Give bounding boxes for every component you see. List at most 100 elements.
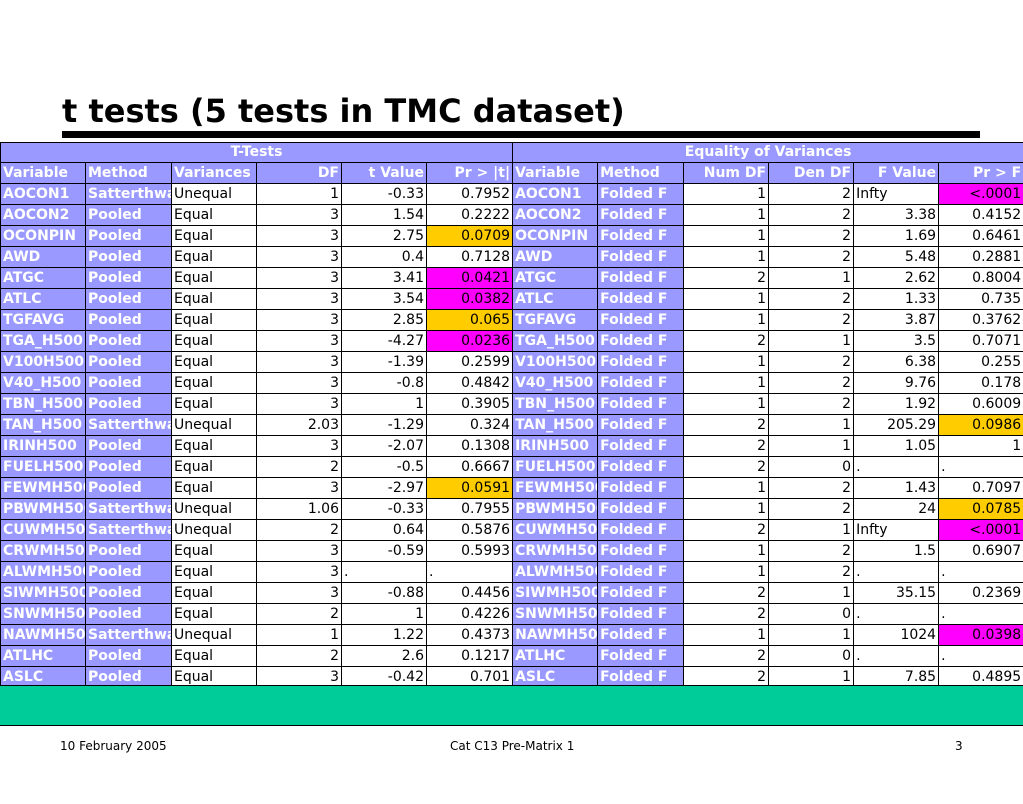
cell-df: 3 [256, 309, 342, 331]
cell-pr-f: 0.8004 [938, 267, 1023, 289]
cell-variable-2: IRINH500 [512, 435, 599, 457]
cell-f-value: . [853, 561, 940, 583]
cell-variable: AWD [0, 246, 86, 268]
cell-f-value: 1.33 [853, 288, 940, 310]
cell-den-df: 1 [768, 435, 855, 457]
cell-t-value: -1.39 [341, 351, 427, 373]
table-row: CUWMH500SatterthwaiteUnequal20.640.5876C… [0, 519, 1023, 541]
footer-band [0, 685, 1023, 726]
cell-df: 1 [256, 624, 342, 646]
cell-f-value: 1.5 [853, 540, 940, 562]
cell-df: 1 [256, 183, 342, 205]
cell-method-2: Folded F [597, 456, 685, 478]
cell-variable-2: V40_H500 [512, 372, 599, 394]
cell-method-2: Folded F [597, 330, 685, 352]
cell-method-2: Folded F [597, 393, 685, 415]
cell-pr-t: 0.7955 [425, 498, 514, 520]
cell-f-value: 3.5 [853, 330, 940, 352]
col-header-variances: Variances [171, 162, 257, 184]
cell-pr-f: . [938, 645, 1023, 667]
col-header-f-value: F Value [853, 162, 940, 184]
cell-variances: Unequal [171, 183, 257, 205]
cell-num-df: 2 [683, 435, 770, 457]
cell-pr-t: 0.0709 [425, 225, 514, 247]
cell-variable: ASLC [0, 666, 86, 688]
cell-t-value: 1 [341, 603, 427, 625]
cell-variable: ATLC [0, 288, 86, 310]
cell-method-2: Folded F [597, 246, 685, 268]
cell-pr-t: 0.4373 [425, 624, 514, 646]
cell-pr-t: 0.0382 [425, 288, 514, 310]
cell-variances: Equal [171, 666, 257, 688]
cell-den-df: 2 [768, 561, 855, 583]
cell-variable-2: CRWMH500 [512, 540, 599, 562]
cell-pr-t: 0.5876 [425, 519, 514, 541]
cell-method: Pooled [85, 393, 172, 415]
cell-den-df: 1 [768, 624, 855, 646]
cell-variable: AOCON2 [0, 204, 86, 226]
cell-f-value: 9.76 [853, 372, 940, 394]
cell-method-2: Folded F [597, 477, 685, 499]
table-row: SNWMH500PooledEqual210.4226SNWMH500Folde… [0, 603, 1023, 625]
cell-f-value: Infty [853, 183, 940, 205]
cell-df: 3 [256, 288, 342, 310]
table-row: OCONPIN Pooled Equal 3 2.75 0.0709 OCONPIN Fold… [0, 225, 1023, 247]
cell-variable-2: ATLC [512, 288, 599, 310]
cell-pr-t: 0.2222 [425, 204, 514, 226]
table-row: FUELH500 Pooled Equal 2 -0.5 0.6667 FUELH500 Fo… [0, 456, 1023, 478]
cell-pr-f: 0.6461 [938, 225, 1023, 247]
cell-variable: CRWMH500 [0, 540, 86, 562]
cell-df: 3 [256, 477, 342, 499]
cell-method-2: Folded F [597, 582, 685, 604]
cell-df: 3 [256, 540, 342, 562]
cell-t-value: -1.29 [341, 414, 427, 436]
col-header-den-df: Den DF [768, 162, 855, 184]
cell-den-df: 1 [768, 666, 855, 688]
table-row: TAN_H500SatterthwaiteUnequal2.03-1.290.3… [0, 414, 1023, 436]
cell-method: Pooled [85, 645, 172, 667]
cell-pr-f: 0.735 [938, 288, 1023, 310]
cell-num-df: 2 [683, 330, 770, 352]
cell-df: 3 [256, 267, 342, 289]
cell-pr-f: 0.4152 [938, 204, 1023, 226]
cell-t-value: 2.6 [341, 645, 427, 667]
cell-variances: Unequal [171, 414, 257, 436]
group-header-ttests: T-Tests [0, 142, 514, 163]
group-header-variances: Equality of Variances [512, 142, 1023, 163]
cell-den-df: 1 [768, 267, 855, 289]
cell-t-value: 1.54 [341, 204, 427, 226]
cell-variable: IRINH500 [0, 435, 86, 457]
cell-variances: Equal [171, 351, 257, 373]
cell-variances: Equal [171, 204, 257, 226]
cell-pr-f: 0.2369 [938, 582, 1023, 604]
cell-variable: TGA_H500 [0, 330, 86, 352]
cell-variances: Equal [171, 477, 257, 499]
cell-f-value: 3.38 [853, 204, 940, 226]
cell-method-2: Folded F [597, 183, 685, 205]
table-row: TGA_H500 Pooled Equal 3 -4.27 0.0236 TGA_H500 F… [0, 330, 1023, 352]
cell-df: 3 [256, 582, 342, 604]
cell-variable-2: AWD [512, 246, 599, 268]
cell-pr-f: 0.7071 [938, 330, 1023, 352]
cell-pr-f: 0.0986 [938, 414, 1023, 436]
col-header-variable: Variable [0, 162, 86, 184]
table-row: SIWMH500 Pooled Equal 3 -0.88 0.4456 SIWMH500 F… [0, 582, 1023, 604]
cell-t-value: 1 [341, 393, 427, 415]
cell-method: Satterthwaite [85, 498, 172, 520]
cell-method-2: Folded F [597, 351, 685, 373]
cell-den-df: 2 [768, 309, 855, 331]
cell-variable: V40_H500 [0, 372, 86, 394]
cell-den-df: 1 [768, 519, 855, 541]
cell-den-df: 1 [768, 582, 855, 604]
cell-variances: Equal [171, 330, 257, 352]
cell-den-df: 0 [768, 645, 855, 667]
cell-method: Pooled [85, 246, 172, 268]
cell-variable: FEWMH500 [0, 477, 86, 499]
cell-num-df: 1 [683, 351, 770, 373]
cell-num-df: 1 [683, 498, 770, 520]
cell-t-value: -0.33 [341, 183, 427, 205]
cell-pr-f: 0.6009 [938, 393, 1023, 415]
table-row: PBWMH500SatterthwaiteUnequal1.06-0.330.7… [0, 498, 1023, 520]
